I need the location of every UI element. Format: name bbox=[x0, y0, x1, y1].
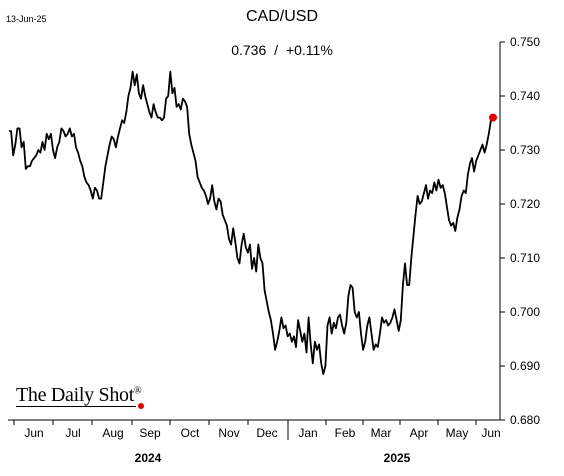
y-tick-label: 0.730 bbox=[510, 143, 540, 157]
x-tick-label: Jul bbox=[65, 426, 80, 440]
the-daily-shot-logo: The Daily Shot® bbox=[16, 384, 142, 406]
chart-subtitle: 0.736 / +0.11% bbox=[0, 42, 564, 58]
x-tick-label: Nov bbox=[218, 426, 239, 440]
date-label: 13-Jun-25 bbox=[6, 14, 47, 24]
x-tick-label: May bbox=[446, 426, 469, 440]
year-label: 2024 bbox=[135, 451, 162, 465]
y-tick-label: 0.740 bbox=[510, 89, 540, 103]
x-tick-label: Sep bbox=[139, 426, 161, 440]
y-tick-label: 0.690 bbox=[510, 359, 540, 373]
logo-underline bbox=[16, 406, 136, 407]
x-tick-label: Aug bbox=[102, 426, 123, 440]
y-tick-label: 0.680 bbox=[510, 413, 540, 427]
x-tick-label: Oct bbox=[181, 426, 200, 440]
y-tick-label: 0.710 bbox=[510, 251, 540, 265]
x-tick-label: Jun bbox=[24, 426, 43, 440]
subtitle-separator: / bbox=[274, 42, 279, 58]
x-tick-label: Feb bbox=[335, 426, 356, 440]
y-tick-label: 0.720 bbox=[510, 197, 540, 211]
x-tick-label: Mar bbox=[371, 426, 392, 440]
x-tick-label: Apr bbox=[410, 426, 429, 440]
x-tick-label: Jun bbox=[481, 426, 500, 440]
last-point-marker bbox=[489, 113, 497, 122]
x-tick-label: Dec bbox=[256, 426, 277, 440]
year-labels: 2024 2025 bbox=[135, 451, 411, 465]
chart-title: CAD/USD bbox=[245, 8, 318, 25]
subtitle-value: 0.736 bbox=[231, 42, 267, 58]
series-group bbox=[9, 70, 497, 375]
y-tick-label: 0.700 bbox=[510, 305, 540, 319]
chart-axes bbox=[8, 42, 501, 421]
x-axis-ticks: Jun Jul Aug Sep Oct Nov Dec Jan Feb Mar Apr May Jun bbox=[13, 420, 501, 440]
series-line bbox=[9, 70, 494, 375]
x-tick-label: Jan bbox=[298, 426, 317, 440]
logo-red-dot-icon bbox=[138, 403, 144, 409]
subtitle-change: +0.11% bbox=[285, 42, 333, 58]
year-label: 2025 bbox=[384, 451, 411, 465]
y-axis-ticks: 0.750 0.740 0.730 0.720 0.710 0.700 0.690 0.680 bbox=[500, 35, 540, 427]
y-tick-label: 0.750 bbox=[510, 35, 540, 49]
